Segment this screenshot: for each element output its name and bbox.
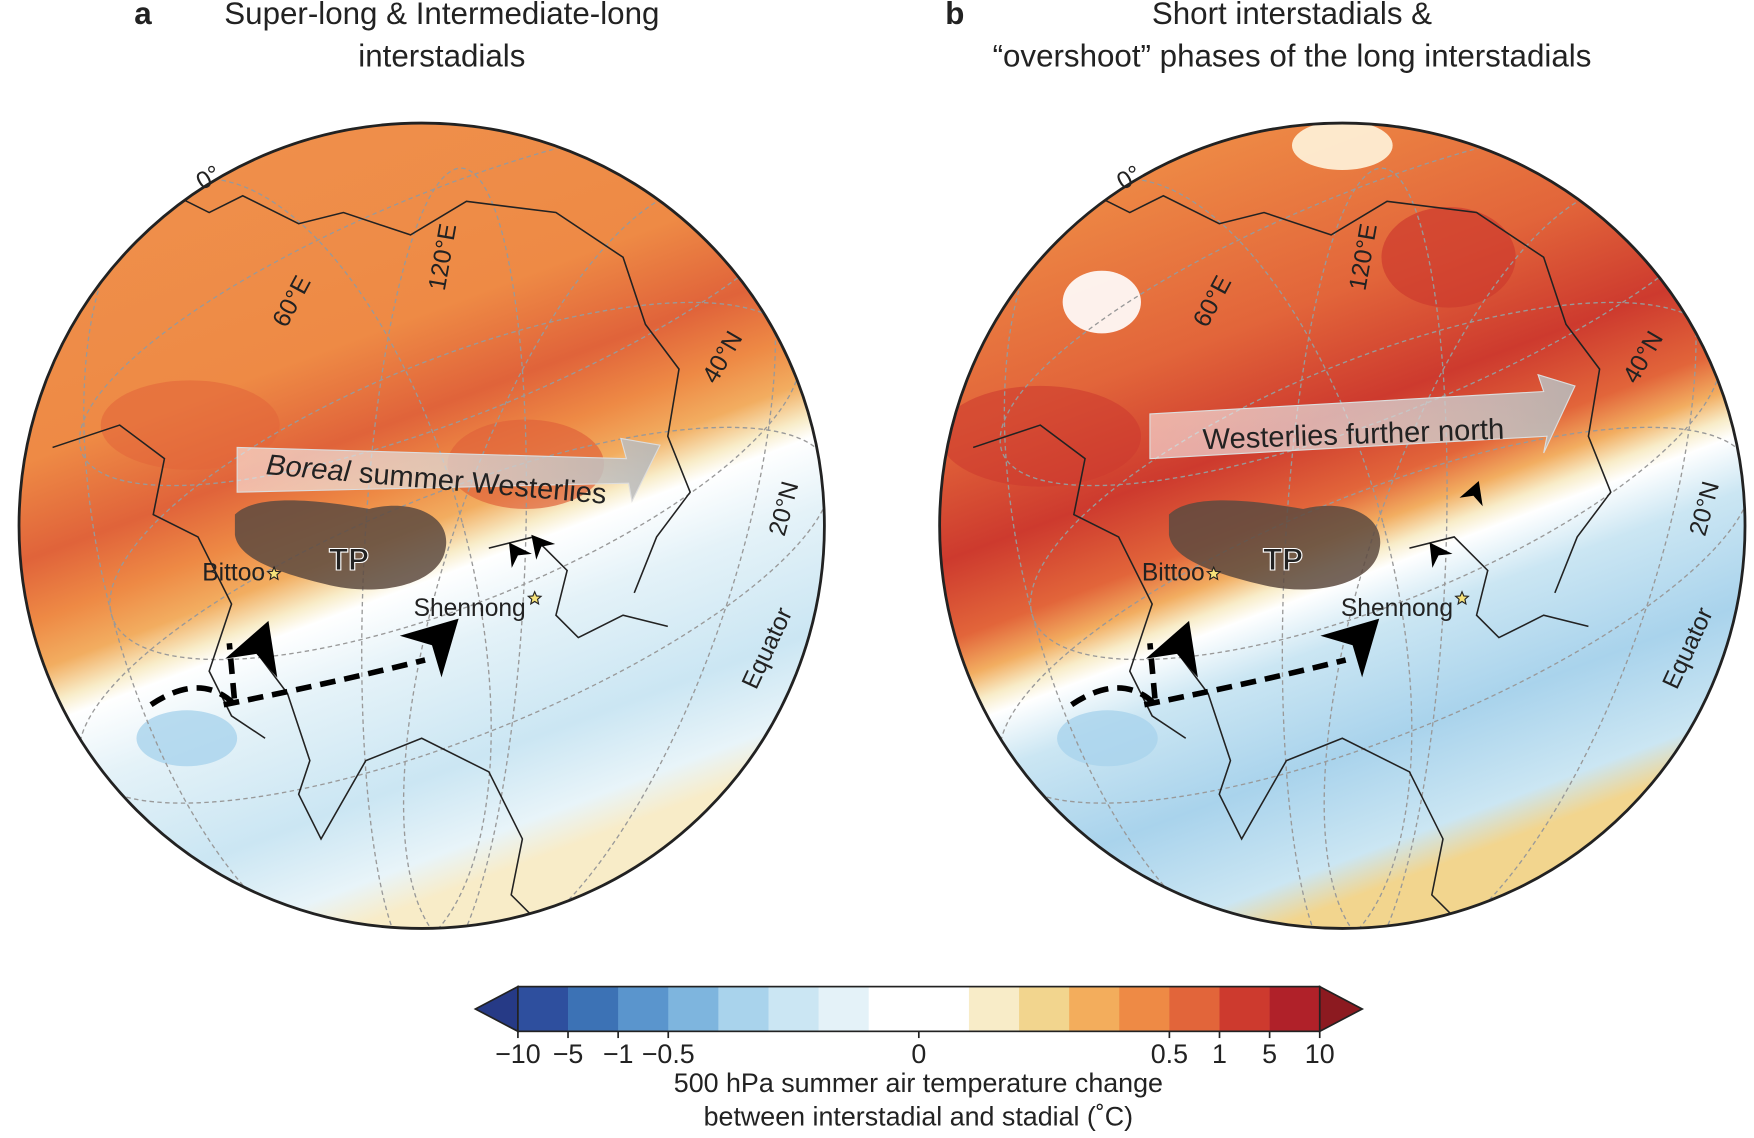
graticule — [999, 426, 1746, 804]
site-star — [1205, 565, 1222, 581]
figure-body: a Super-long & Intermediate-long interstad… — [17, 0, 1747, 1132]
arrow-head — [399, 618, 459, 678]
cool-anomaly — [1057, 710, 1158, 767]
monsoon-path — [223, 657, 426, 708]
colorbar-tick-label: 10 — [1305, 1039, 1335, 1069]
panel-title: Super-long & Intermediate-long — [224, 0, 659, 31]
panel-letter: b — [945, 0, 964, 31]
colorbar: −10 −5 −1 −0.5 0 0.5 1 5 10 500 hPa summer air te… — [473, 985, 1365, 1132]
colorbar-tick-label: −5 — [553, 1039, 584, 1069]
arrow-head — [225, 620, 278, 678]
colorbar-tick-label: 5 — [1262, 1039, 1277, 1069]
arrow-head — [1145, 620, 1198, 678]
coastline — [972, 424, 1187, 739]
colorbar-box — [818, 986, 870, 1032]
colorbar-tick-label: −0.5 — [642, 1039, 695, 1069]
colorbar-title: 500 hPa summer air temperature change — [674, 1068, 1163, 1098]
arrow-head — [1320, 618, 1380, 678]
coastline — [1409, 536, 1589, 639]
colorbar-box — [1119, 986, 1170, 1032]
cool-anomaly — [1062, 270, 1141, 334]
coastline — [253, 648, 669, 929]
colorbar-box — [568, 986, 619, 1032]
graticule — [78, 426, 825, 804]
site-label: Bittoo — [202, 559, 265, 586]
colorbar-title: between interstadial and stadial (˚C) — [704, 1102, 1133, 1132]
site-star — [266, 565, 282, 581]
colorbar-box — [918, 986, 970, 1032]
warm-anomaly — [1381, 206, 1516, 308]
plateau — [1168, 500, 1381, 590]
colorbar-box — [668, 986, 719, 1032]
panel-title: Short interstadials & — [1152, 0, 1432, 31]
coastline — [164, 189, 692, 594]
colorbar-box — [618, 986, 669, 1032]
colorbar-tick-label: 0.5 — [1151, 1039, 1188, 1069]
colorbar-over — [1318, 985, 1365, 1033]
panel-title: interstadials — [358, 38, 525, 73]
colorbar-tick-label: −1 — [603, 1039, 634, 1069]
site-star — [1454, 590, 1470, 606]
monsoon-path — [1070, 642, 1159, 713]
colorbar-box — [1019, 986, 1070, 1032]
arrow-head — [531, 534, 556, 560]
colorbar-box — [718, 986, 769, 1032]
monsoon-path — [149, 642, 239, 713]
colorbar-box — [517, 986, 569, 1032]
plateau-label: TP — [1263, 542, 1303, 577]
coastline — [1173, 648, 1589, 929]
arrow-head — [1459, 480, 1483, 507]
plateau-label: TP — [329, 542, 369, 577]
colorbar-box — [968, 986, 1020, 1032]
colorbar-box — [768, 986, 819, 1032]
westerlies-label-part: Boreal — [265, 449, 353, 488]
site-label: Shennong — [414, 595, 526, 622]
site-star — [526, 590, 543, 606]
colorbar-tick-label: 0 — [911, 1039, 926, 1069]
coastline — [1084, 189, 1612, 594]
arrow-head — [1429, 542, 1453, 568]
warm-anomaly — [100, 380, 280, 470]
colorbar-box — [1269, 986, 1321, 1032]
colorbar-box — [1169, 986, 1220, 1032]
plateau — [234, 500, 447, 590]
colorbar-tick-label: 1 — [1212, 1039, 1227, 1069]
colorbar-tick-label: −10 — [495, 1039, 541, 1069]
panel: b Short interstadials & “overshoot” phases… — [938, 0, 1747, 930]
site-label: Shennong — [1341, 595, 1453, 622]
warm-anomaly — [939, 385, 1141, 487]
colorbar-box — [868, 986, 920, 1032]
colorbar-under — [473, 985, 519, 1033]
colorbar-box — [1069, 986, 1120, 1032]
colorbar-box — [1219, 986, 1270, 1032]
monsoon-path — [1143, 657, 1347, 708]
site-label: Bittoo — [1142, 559, 1205, 586]
coastline — [52, 424, 266, 739]
cool-anomaly — [1291, 123, 1393, 171]
cool-anomaly — [136, 710, 238, 767]
globe-outline — [17, 121, 826, 930]
panel-letter: a — [134, 0, 152, 31]
globe-outline — [938, 121, 1747, 930]
panel: a Super-long & Intermediate-long interstad… — [17, 0, 826, 930]
arrow-head — [508, 542, 532, 568]
westerlies-arrow — [1149, 373, 1576, 460]
panel-title: “overshoot” phases of the long interstad… — [993, 38, 1592, 73]
westerlies-arrow — [236, 437, 661, 503]
